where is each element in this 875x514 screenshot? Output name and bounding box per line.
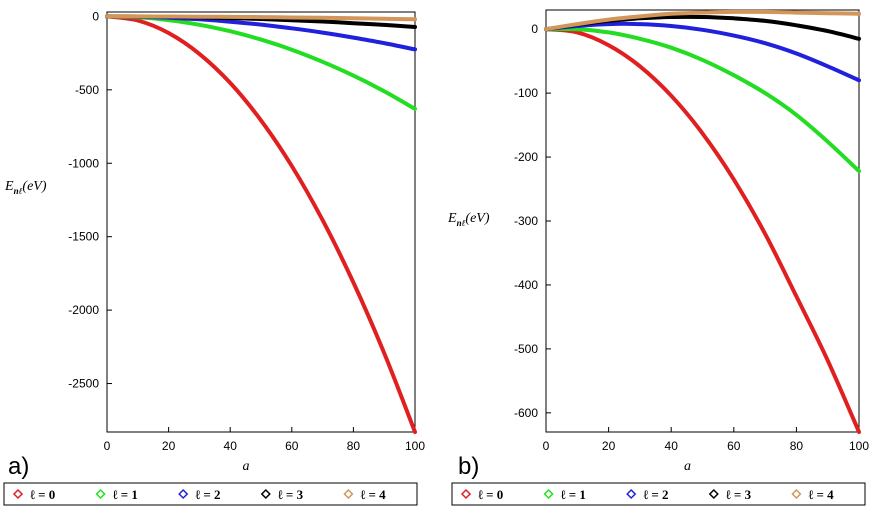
panel-a-series-line-l1	[105, 14, 417, 111]
panel-a-x-tick-label-2: 40	[224, 439, 238, 453]
panel-a-legend: ℓ = 0 ℓ = 1 ℓ = 2 ℓ = 3 ℓ = 4	[3, 482, 418, 506]
panel-b-y-tick-label-4: -400	[514, 278, 538, 292]
panel-a-x-tick-label-3: 60	[285, 439, 299, 453]
panel-a-legend-label-l1: ℓ = 1	[112, 487, 138, 502]
panel-b-x-tick-label-5: 100	[849, 439, 869, 453]
panel-a-label: a)	[8, 453, 29, 480]
panel-a-y-axis-title: Enℓ(eV)	[4, 179, 47, 196]
panel-b-y-axis-title: Enℓ(eV)	[447, 211, 490, 228]
panel-b-legend: ℓ = 0 ℓ = 1 ℓ = 2 ℓ = 3 ℓ = 4	[451, 482, 866, 506]
panel-a-y-tick-label-1: -500	[75, 83, 99, 97]
panel-a-series-line-l0	[105, 14, 417, 434]
panel-a-legend-box	[3, 482, 418, 506]
panel-a-y-tick-label-5: -2500	[68, 377, 99, 391]
panel-b-y-tick-label-6: -600	[514, 406, 538, 420]
panel-b-y-tick-label-5: -500	[514, 342, 538, 356]
panel-b-legend-label-l3: ℓ = 3	[725, 487, 752, 502]
panel-a-legend-marker-l3	[260, 488, 271, 500]
panel-a-x-tick-label-1: 20	[162, 439, 176, 453]
panel-a-legend-label-l3: ℓ = 3	[277, 487, 304, 502]
panel-b-legend-label-l1: ℓ = 1	[560, 487, 586, 502]
panel-b-y-tick-label-3: -300	[514, 214, 538, 228]
panel-a-x-tick-label-5: 100	[405, 439, 425, 453]
panel-a-legend-label-l4: ℓ = 4	[359, 487, 386, 502]
panel-b-legend-label-l4: ℓ = 4	[807, 487, 834, 502]
panel-a-y-tick-label-3: -1500	[68, 230, 99, 244]
panel-b-series-line-l1	[544, 26, 861, 174]
panel-b-series-line-l0	[544, 27, 861, 434]
panel-a-legend-label-l2: ℓ = 2	[194, 487, 220, 502]
panel-b-legend-label-l0: ℓ = 0	[477, 487, 503, 502]
panel-a-x-tick-label-0: 0	[104, 439, 111, 453]
panel-b-legend-marker-l0	[460, 488, 472, 500]
panel-b-y-tick-label-0: 0	[531, 22, 538, 36]
panel-a-legend-marker-l4	[343, 488, 354, 500]
panel-b-legend-marker-l2	[626, 488, 637, 500]
panel-b-x-tick-label-3: 60	[727, 439, 741, 453]
panel-b-legend-label-l2: ℓ = 2	[642, 487, 668, 502]
panel-b-series-line-l4	[544, 9, 861, 32]
panel-b-x-tick-label-4: 80	[790, 439, 804, 453]
panel-b-label: b)	[458, 453, 479, 480]
panel-a-y-tick-label-4: -2000	[68, 303, 99, 317]
panel-b-y-tick-label-1: -100	[514, 86, 538, 100]
panel-b-x-axis-title: a	[684, 459, 691, 474]
panel-b-series-line-l2	[544, 21, 861, 83]
panel-a-series-line-l4	[105, 14, 417, 22]
panel-b-x-tick-label-0: 0	[543, 439, 550, 453]
panel-a-legend-label-l0: ℓ = 0	[29, 487, 55, 502]
panel-b-plot-frame	[545, 9, 860, 433]
panel-a-y-tick-label-0: 0	[92, 9, 99, 23]
panel-a-chart: 0 -500 -1000 -1500 -2000 -2500 0 20 40 60 80 100 a En…	[3, 9, 425, 506]
panel-b-legend-marker-l3	[708, 488, 719, 500]
panel-a-x-tick-label-4: 80	[347, 439, 361, 453]
panel-a-plot-frame	[106, 11, 416, 433]
panel-b-x-tick-label-1: 20	[602, 439, 616, 453]
panel-a-legend-marker-l0	[12, 488, 24, 500]
panel-a-legend-marker-l1	[95, 488, 106, 500]
panel-a-x-axis-title: a	[243, 459, 250, 474]
panel-a-y-tick-label-2: -1000	[68, 156, 99, 170]
panel-a-legend-marker-l2	[178, 488, 189, 500]
panel-b-x-tick-label-2: 40	[665, 439, 679, 453]
panel-b-chart: 0 -100 -200 -300 -400 -500 -600 0 20 40 60 80 100 a En…	[447, 9, 869, 506]
panel-b-legend-marker-l1	[543, 488, 554, 500]
panel-b-legend-marker-l4	[791, 488, 802, 500]
panel-b-legend-box	[451, 482, 866, 506]
panel-a-series-line-l2	[105, 14, 417, 52]
panel-b-y-tick-label-2: -200	[514, 150, 538, 164]
